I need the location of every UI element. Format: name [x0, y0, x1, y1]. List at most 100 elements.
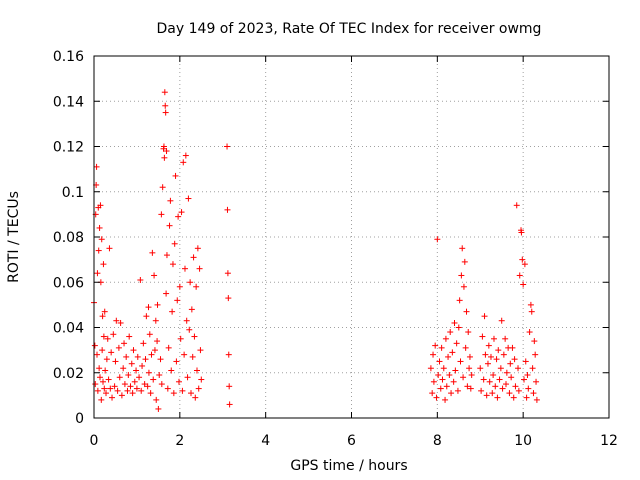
- data-point: [107, 385, 114, 392]
- data-point: [516, 272, 523, 279]
- data-point: [518, 229, 525, 236]
- data-point: [143, 313, 150, 320]
- data-point: [467, 385, 474, 392]
- data-point: [512, 383, 519, 390]
- data-point: [479, 333, 486, 340]
- data-point: [437, 385, 444, 392]
- data-point: [486, 378, 493, 385]
- data-point: [483, 392, 490, 399]
- data-point: [159, 184, 166, 191]
- data-point: [458, 272, 465, 279]
- data-point: [151, 272, 158, 279]
- data-point: [449, 349, 456, 356]
- data-point: [153, 396, 160, 403]
- data-point: [442, 335, 449, 342]
- data-point: [128, 360, 135, 367]
- x-tick-label: 2: [175, 433, 184, 449]
- data-point: [525, 385, 532, 392]
- x-tick-label: 10: [514, 433, 532, 449]
- data-point: [98, 236, 105, 243]
- data-point: [125, 372, 132, 379]
- data-point: [508, 374, 515, 381]
- data-point: [160, 143, 167, 150]
- data-point: [502, 335, 509, 342]
- data-point: [148, 351, 155, 358]
- y-tick-label: 0.02: [53, 366, 84, 382]
- data-point: [482, 351, 489, 358]
- data-point: [480, 376, 487, 383]
- data-point: [485, 342, 492, 349]
- data-point: [141, 381, 148, 388]
- data-point: [121, 381, 128, 388]
- data-point: [100, 378, 107, 385]
- data-point: [163, 290, 170, 297]
- x-tick-label: 6: [347, 433, 356, 449]
- data-point: [145, 304, 152, 311]
- data-point: [226, 383, 233, 390]
- data-point: [118, 392, 125, 399]
- data-point: [105, 376, 112, 383]
- data-point: [165, 344, 172, 351]
- data-point: [224, 206, 231, 213]
- data-point: [151, 347, 158, 354]
- data-point: [94, 270, 101, 277]
- data-point: [101, 385, 108, 392]
- data-point: [454, 387, 461, 394]
- data-point: [133, 385, 140, 392]
- data-point: [133, 367, 140, 374]
- y-tick-label: 0.04: [53, 321, 84, 337]
- data-point: [529, 365, 536, 372]
- data-point: [460, 374, 467, 381]
- data-point: [116, 374, 123, 381]
- data-point: [112, 358, 119, 365]
- data-point: [163, 252, 170, 259]
- x-tick-label: 4: [261, 433, 270, 449]
- data-point: [145, 369, 152, 376]
- data-point: [448, 390, 455, 397]
- data-point: [101, 308, 108, 315]
- data-point: [460, 283, 467, 290]
- data-point: [492, 383, 499, 390]
- data-point: [108, 349, 115, 356]
- data-point: [168, 367, 175, 374]
- data-point: [123, 353, 130, 360]
- data-point: [192, 394, 199, 401]
- data-point: [177, 335, 184, 342]
- data-point: [459, 245, 466, 252]
- data-point: [463, 308, 470, 315]
- data-point: [182, 152, 189, 159]
- data-point: [140, 340, 147, 347]
- data-point: [127, 383, 134, 390]
- data-point: [430, 351, 437, 358]
- data-point: [455, 324, 462, 331]
- data-point: [507, 360, 514, 367]
- data-point: [130, 347, 137, 354]
- data-point: [167, 197, 174, 204]
- data-point: [189, 353, 196, 360]
- data-point: [126, 333, 133, 340]
- data-point: [146, 331, 153, 338]
- y-tick-label: 0.16: [53, 49, 84, 65]
- data-point: [163, 148, 170, 155]
- data-point: [466, 353, 473, 360]
- data-point: [496, 376, 503, 383]
- data-point: [178, 209, 185, 216]
- data-point: [94, 387, 101, 394]
- y-tick-label: 0.1: [62, 185, 84, 201]
- data-point: [464, 383, 471, 390]
- data-point: [533, 396, 540, 403]
- data-point: [495, 347, 502, 354]
- data-point: [103, 356, 110, 363]
- data-point: [95, 247, 102, 254]
- data-point: [461, 258, 468, 265]
- data-point: [150, 376, 157, 383]
- data-point: [442, 396, 449, 403]
- data-point: [124, 387, 131, 394]
- data-point: [197, 347, 204, 354]
- x-axis-label: GPS time / hours: [290, 458, 407, 474]
- data-point: [523, 394, 530, 401]
- data-point: [138, 387, 145, 394]
- data-point: [503, 381, 509, 388]
- data-point: [96, 224, 103, 231]
- data-point: [169, 308, 176, 315]
